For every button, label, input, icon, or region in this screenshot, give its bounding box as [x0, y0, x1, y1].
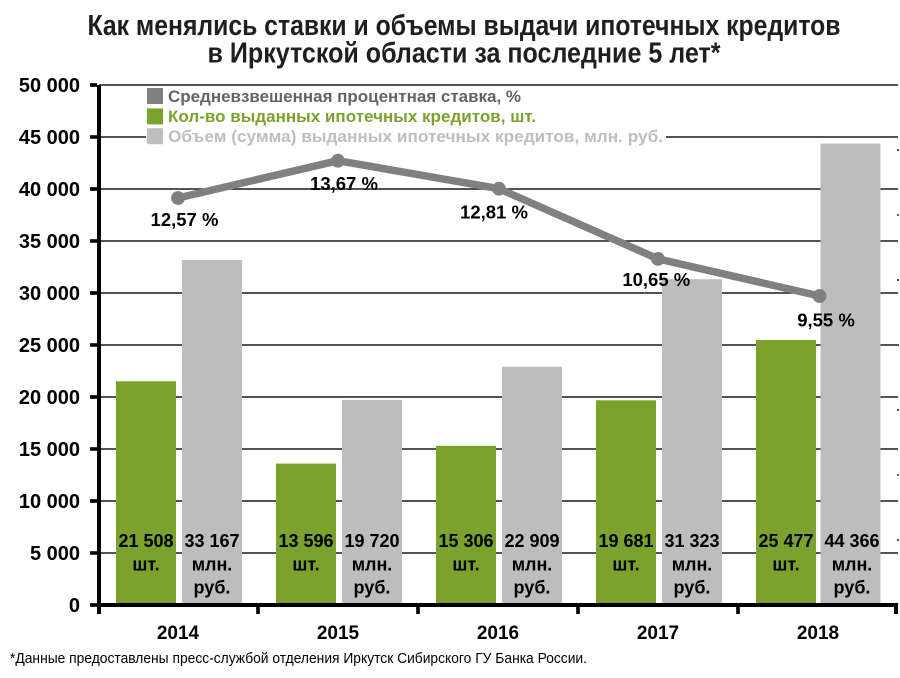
svg-text:2017: 2017 [637, 623, 679, 644]
svg-text:12,81 %: 12,81 % [460, 201, 528, 222]
svg-text:млн.: млн. [832, 555, 873, 575]
svg-text:шт.: шт. [772, 555, 799, 575]
svg-text:руб.: руб. [834, 578, 871, 598]
svg-text:33 167: 33 167 [184, 531, 239, 551]
svg-text:2015: 2015 [317, 623, 360, 644]
svg-text:13,67 %: 13,67 % [310, 173, 378, 194]
svg-text:шт.: шт. [132, 555, 159, 575]
svg-text:25 477: 25 477 [758, 531, 813, 551]
svg-text:35 000: 35 000 [19, 231, 80, 253]
svg-text:руб.: руб. [354, 578, 391, 598]
svg-text:млн.: млн. [352, 555, 393, 575]
svg-text:25 000: 25 000 [19, 335, 80, 357]
svg-text:млн.: млн. [192, 555, 233, 575]
svg-text:Как менялись ставки и объемы в: Как менялись ставки и объемы выдачи ипот… [88, 10, 841, 42]
svg-text:шт.: шт. [292, 555, 319, 575]
svg-text:5 000: 5 000 [30, 543, 80, 565]
svg-text:21 508: 21 508 [118, 531, 173, 551]
svg-text:млн.: млн. [512, 555, 553, 575]
svg-text:шт.: шт. [612, 555, 639, 575]
svg-text:млн.: млн. [672, 555, 713, 575]
svg-text:10,65 %: 10,65 % [622, 269, 690, 290]
svg-text:31 323: 31 323 [664, 531, 719, 551]
svg-text:2014: 2014 [157, 623, 200, 644]
svg-text:Объем (сумма) выданных ипотечн: Объем (сумма) выданных ипотечных кредито… [168, 127, 663, 146]
svg-text:19 681: 19 681 [598, 531, 653, 551]
svg-text:19 720: 19 720 [344, 531, 399, 551]
svg-text:15 000: 15 000 [19, 439, 80, 461]
svg-text:40 000: 40 000 [19, 179, 80, 201]
svg-text:44 366: 44 366 [824, 531, 879, 551]
svg-text:22 909: 22 909 [504, 531, 559, 551]
svg-text:Кол-во выданных ипотечных кред: Кол-во выданных ипотечных кредитов, шт. [168, 107, 536, 126]
svg-text:Средневзвешенная процентная ст: Средневзвешенная процентная ставка, % [168, 87, 521, 106]
svg-text:2016: 2016 [477, 623, 519, 644]
svg-text:15 306: 15 306 [438, 531, 493, 551]
svg-text:10 000: 10 000 [19, 491, 80, 513]
svg-text:20 000: 20 000 [19, 387, 80, 409]
svg-text:45 000: 45 000 [19, 127, 80, 149]
svg-text:*Данные предоставлены пресс-сл: *Данные предоставлены пресс-службой отде… [10, 651, 587, 667]
svg-text:руб.: руб. [194, 578, 231, 598]
svg-text:руб.: руб. [514, 578, 551, 598]
svg-text:0: 0 [69, 595, 80, 617]
svg-text:в Иркутской области за последн: в Иркутской области за последние 5 лет* [208, 37, 722, 69]
svg-text:12,57 %: 12,57 % [151, 209, 219, 230]
svg-text:2018: 2018 [797, 623, 839, 644]
svg-text:руб.: руб. [674, 578, 711, 598]
svg-text:9,55 %: 9,55 % [797, 309, 855, 330]
svg-text:шт.: шт. [452, 555, 479, 575]
svg-text:13 596: 13 596 [278, 531, 333, 551]
svg-text:50 000: 50 000 [19, 75, 80, 97]
svg-text:30 000: 30 000 [19, 283, 80, 305]
